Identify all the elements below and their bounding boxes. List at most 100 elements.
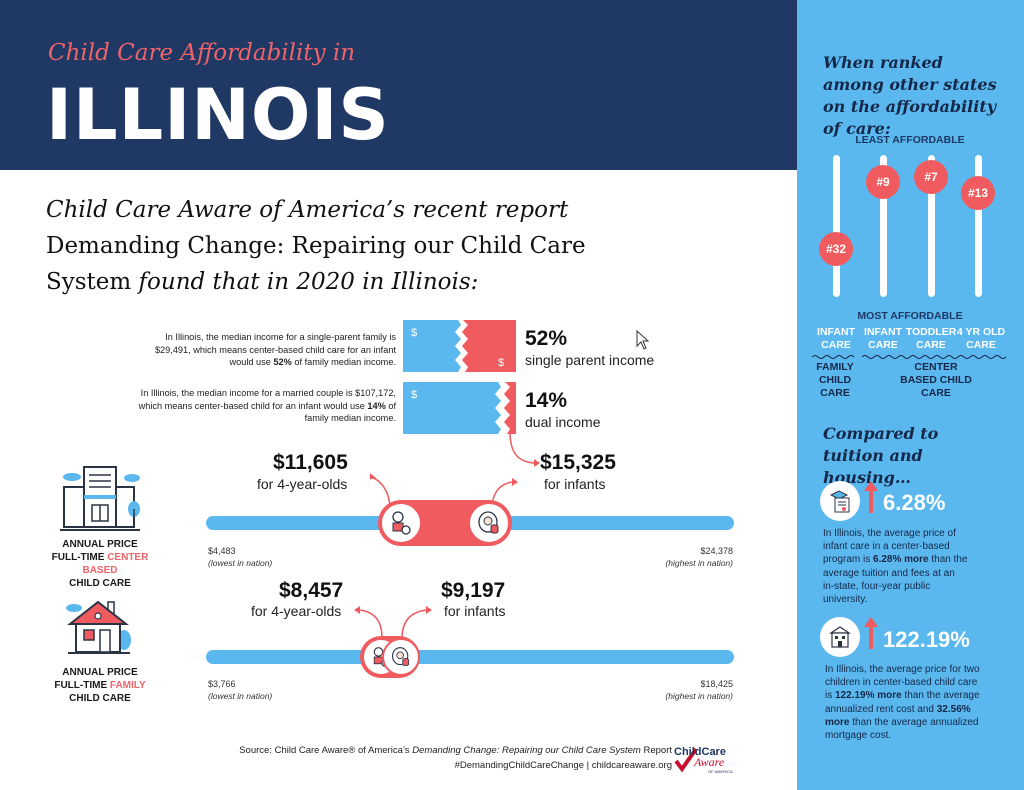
label-highlight: CENTER BASED: [82, 552, 149, 576]
tuition-percent: 6.28%: [883, 490, 946, 515]
source-text: Source: Child Care Aware® of America’s: [239, 745, 413, 756]
rank-slider-track: [975, 155, 982, 297]
dual-income-description: In Illinois, the median income for a mar…: [134, 387, 396, 425]
cat-line: INFANT: [817, 326, 855, 338]
hashtag-and-website[interactable]: #DemandingChildCareChange | childcareawa…: [454, 760, 672, 771]
dual-income-percent: 14%: [525, 389, 568, 412]
least-affordable-label: LEAST AFFORDABLE: [855, 134, 965, 146]
dollar-icon: $: [498, 357, 504, 369]
cat-line: CARE: [966, 339, 996, 351]
label-line: FULL-TIME: [54, 680, 110, 691]
label-line: FULL-TIME: [51, 552, 108, 563]
single-parent-label: single parent income: [525, 352, 655, 368]
sidebar-panel: [797, 0, 1024, 790]
desc-text: than the average annualized rent cost an…: [825, 690, 980, 715]
building-icon: [60, 466, 140, 531]
label-line: CHILD CARE: [69, 578, 131, 589]
family-4yr-price: $8,457: [279, 579, 344, 602]
label-highlight: FAMILY: [109, 680, 146, 691]
desc-text: In Illinois, the average price of infant…: [823, 528, 956, 566]
category-label: INFANT CARE: [810, 326, 862, 352]
center-low-note: (lowest in nation): [208, 558, 273, 568]
family-low-note: (lowest in nation): [208, 691, 273, 701]
header-banner: [0, 0, 797, 170]
rank-slider-track: [880, 155, 887, 297]
center-group-label: CENTER BASED CHILD CARE: [900, 361, 972, 399]
single-parent-description: In Illinois, the median income for a sin…: [134, 331, 396, 369]
family-label: ANNUAL PRICE FULL-TIME FAMILY CHILD CARE: [40, 666, 160, 705]
source-report-title: Demanding Change: Repairing our Child Ca…: [412, 745, 641, 756]
increase-arrow-icon: [864, 617, 878, 649]
category-label: 4 YR OLD CARE: [955, 326, 1007, 352]
desc-text: than the average tuition and fees at an …: [823, 554, 968, 606]
center-low-value: $4,483: [208, 546, 236, 556]
cat-line: 4 YR OLD: [956, 326, 1006, 338]
family-price-arrows: [354, 606, 432, 638]
family-group-label: FAMILY CHILD CARE: [816, 361, 854, 399]
childcare-aware-logo: ChildCare Aware OF AMERICA: [672, 741, 734, 780]
family-high-note: (highest in nation): [665, 691, 733, 701]
desc-text: In Illinois, the median income for a mar…: [138, 388, 396, 411]
label-line: ANNUAL PRICE: [62, 539, 138, 550]
income-remaining-segment: [403, 382, 501, 434]
dual-income-label: dual income: [525, 414, 601, 430]
house-icon: [66, 600, 131, 654]
header-subtitle: Child Care Affordability in: [48, 40, 356, 66]
mouse-cursor-icon: [636, 330, 650, 350]
arrow-to-infant-price: [509, 431, 540, 467]
family-low-value: $3,766: [208, 679, 236, 689]
header-title: ILLINOIS: [46, 74, 390, 156]
dollar-icon: $: [411, 389, 417, 401]
most-affordable-label: MOST AFFORDABLE: [857, 310, 963, 322]
family-infant-label: for infants: [444, 603, 506, 619]
apartment-icon: [820, 617, 860, 657]
desc-bold: 32.56% more: [825, 703, 971, 728]
income-childcare-segment: [462, 320, 516, 372]
desc-text: than the average annualized mortgage cos…: [825, 716, 979, 742]
rank-dot-center-toddler: #7: [914, 160, 948, 194]
family-infant-price: $9,197: [441, 579, 506, 602]
cat-line: INFANT: [864, 326, 902, 338]
single-parent-percent: 52%: [525, 327, 568, 350]
cat-line: TODDLER: [905, 326, 957, 338]
family-high-value: $18,425: [700, 679, 733, 689]
center-based-label: ANNUAL PRICE FULL-TIME CENTER BASED CHIL…: [40, 538, 160, 590]
family-price-range-track: [206, 650, 734, 664]
diploma-icon: [820, 481, 860, 521]
family-4yr-label: for 4-year-olds: [251, 603, 342, 619]
center-infant-label: for infants: [544, 476, 606, 492]
income-remaining-segment: [403, 320, 461, 372]
cat-line: CARE: [821, 339, 851, 351]
rank-dot-center-4yr: #13: [961, 176, 995, 210]
desc-text: of family median income.: [291, 357, 396, 367]
increase-arrow-icon: [864, 481, 878, 513]
logo-text: ChildCare: [674, 746, 726, 758]
cat-line: CARE: [868, 339, 898, 351]
rank-heading: When ranked among other states on the af…: [823, 53, 997, 138]
intro-line1: Child Care Aware of America’s recent rep…: [46, 197, 569, 223]
label-line: ANNUAL PRICE: [62, 667, 138, 678]
preschooler-icon: [380, 502, 422, 544]
center-infant-price: $15,325: [540, 451, 616, 474]
compare-heading: Compared to tuition and housing…: [823, 424, 939, 487]
source-text: Report: [640, 745, 672, 756]
housing-percent: 122.19%: [883, 627, 970, 652]
source-footer: Source: Child Care Aware® of America’s D…: [239, 743, 672, 773]
desc-bold: 14%: [367, 400, 386, 411]
tuition-description: In Illinois, the average price of infant…: [823, 527, 968, 606]
center-4yr-label: for 4-year-olds: [257, 476, 348, 492]
center-wave-divider: [862, 355, 1007, 359]
center-high-note: (highest in nation): [665, 558, 733, 568]
logo-text: OF AMERICA: [708, 769, 733, 774]
desc-text: In Illinois, the median income for a sin…: [154, 332, 396, 367]
label-line: CHILD CARE: [69, 693, 131, 704]
intro-line3-italic: found that in 2020 in Illinois:: [131, 269, 479, 295]
center-high-value: $24,378: [700, 546, 733, 556]
rank-dot-family-infant: #32: [819, 232, 853, 266]
family-wave-divider: [812, 355, 855, 359]
category-label: INFANT CARE: [857, 326, 909, 352]
intro-heading: Child Care Aware of America’s recent rep…: [46, 192, 586, 300]
desc-bold: 6.28% more: [873, 554, 929, 566]
rank-dot-center-infant: #9: [866, 165, 900, 199]
desc-bold: 52%: [273, 357, 292, 367]
